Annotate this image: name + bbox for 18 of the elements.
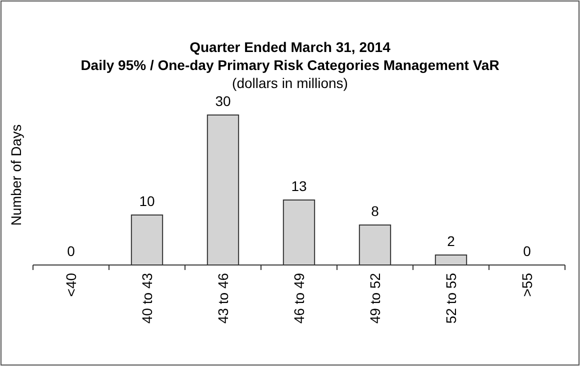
x-tick-label: >55 (519, 272, 535, 297)
data-label: 2 (447, 233, 456, 249)
y-axis-title: Number of Days (8, 124, 24, 226)
data-label: 0 (523, 243, 532, 259)
x-tick-label: 46 to 49 (291, 272, 307, 324)
x-tick-label: <40 (63, 272, 79, 297)
data-label: 10 (139, 193, 155, 209)
x-tick-label: 43 to 46 (215, 272, 231, 324)
data-label: 0 (67, 243, 76, 259)
x-tick-label: 40 to 43 (139, 272, 155, 324)
data-label: 8 (371, 203, 380, 219)
x-tick-label: 52 to 55 (443, 272, 459, 324)
data-label: 13 (291, 178, 307, 194)
text: (dollars in millions) (232, 75, 348, 91)
x-tick-label: 49 to 52 (367, 272, 383, 324)
chart-title: Quarter Ended March 31, 2014 (190, 39, 391, 55)
chart-subtitle: Daily 95% / One-day Primary Risk Categories Management VaR (80, 57, 500, 73)
data-label: 30 (215, 93, 231, 109)
